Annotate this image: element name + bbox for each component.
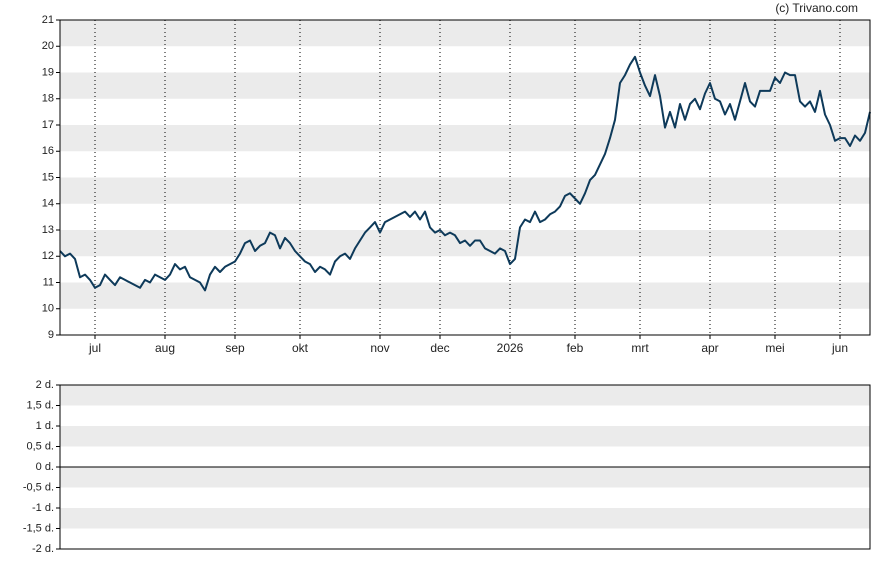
- price-line: [59, 55, 871, 292]
- y-tick-label: 9: [48, 329, 54, 341]
- y-tick-label: 10: [42, 303, 54, 315]
- grid-band: [60, 426, 870, 447]
- y-tick-label: 1 d.: [36, 420, 54, 432]
- x-tick-label: apr: [701, 341, 718, 355]
- y-tick-label: 20: [42, 40, 54, 52]
- grid-band: [60, 177, 870, 204]
- x-tick-label: mrt: [631, 341, 649, 355]
- y-tick-label: -2 d.: [32, 543, 54, 555]
- y-tick-label: 13: [42, 224, 54, 236]
- grid-band: [60, 125, 870, 152]
- x-tick-label: feb: [567, 341, 584, 355]
- x-tick-label: sep: [225, 341, 245, 355]
- y-tick-label: 1,5 d.: [26, 399, 54, 411]
- x-tick-label: 2026: [497, 341, 524, 355]
- grid-band: [60, 72, 870, 99]
- y-tick-label: 19: [42, 66, 54, 78]
- x-tick-label: aug: [155, 341, 175, 355]
- x-tick-label: dec: [430, 341, 449, 355]
- credit: (c) Trivano.com: [775, 1, 858, 15]
- grid-band: [60, 282, 870, 309]
- y-tick-label: 0 d.: [36, 461, 54, 473]
- y-tick-label: 11: [43, 276, 54, 288]
- y-tick-label: -1 d.: [32, 502, 54, 514]
- plot-frame: [59, 384, 871, 550]
- x-tick-label: okt: [292, 341, 309, 355]
- x-tick-label: nov: [370, 341, 389, 355]
- grid-band: [60, 385, 870, 406]
- y-tick-label: -0,5 d.: [23, 481, 54, 493]
- y-tick-label: 17: [42, 119, 54, 131]
- x-tick-label: jun: [831, 341, 848, 355]
- grid-band: [60, 508, 870, 529]
- y-tick-label: 16: [42, 145, 54, 157]
- y-tick-label: 12: [42, 250, 54, 262]
- y-tick-label: -1,5 d.: [23, 522, 54, 534]
- y-tick-label: 14: [42, 198, 54, 210]
- grid-band: [60, 20, 870, 47]
- grid-band: [60, 230, 870, 257]
- plot-frame: [59, 19, 871, 336]
- y-tick-label: 21: [42, 14, 54, 26]
- y-tick-label: 18: [42, 93, 54, 105]
- y-tick-label: 2 d.: [36, 379, 54, 391]
- grid-band: [60, 467, 870, 488]
- y-tick-label: 15: [42, 171, 54, 183]
- x-tick-label: mei: [765, 341, 784, 355]
- y-tick-label: 0,5 d.: [26, 440, 54, 452]
- x-tick-label: jul: [88, 341, 101, 355]
